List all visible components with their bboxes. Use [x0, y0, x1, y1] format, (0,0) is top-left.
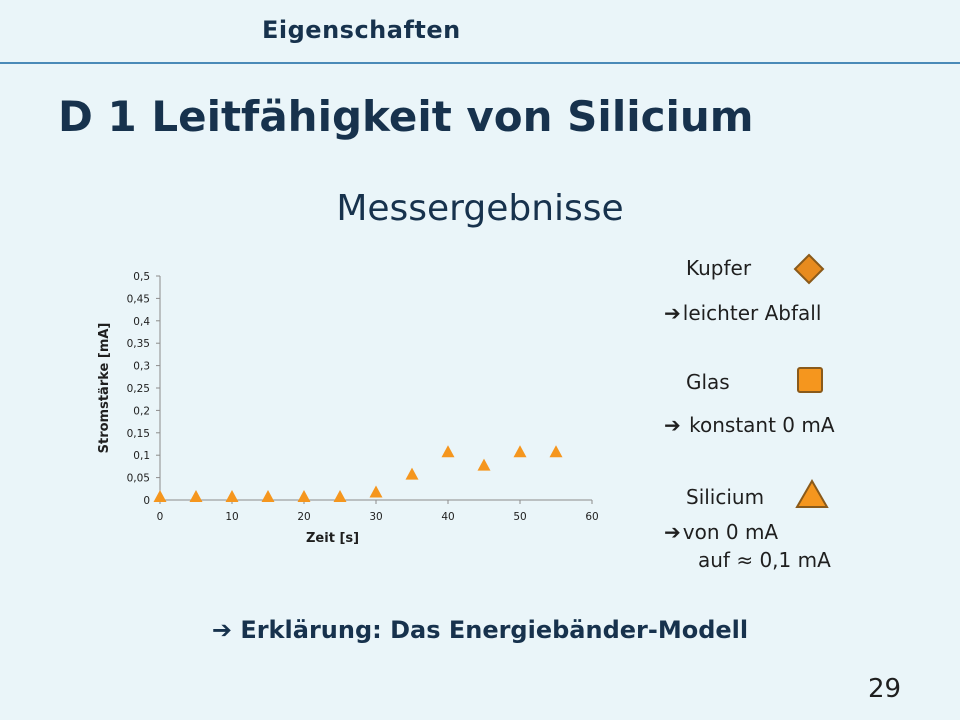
data-point	[369, 485, 383, 498]
arrow-right-icon: ➔	[664, 520, 681, 544]
data-point	[549, 445, 563, 458]
data-point	[189, 490, 203, 502]
y-tick-label: 0,45	[127, 293, 150, 305]
legend-silicium-note: ➔ von 0 mA	[664, 520, 778, 544]
legend-silicium-note-line2: auf ≈ 0,1 mA	[698, 548, 831, 572]
x-tick-labels: 0 10 20 30 40 50 60	[157, 511, 599, 523]
y-tick-label: 0,25	[127, 383, 150, 395]
explanation-text: Erklärung: Das Energiebänder-Modell	[240, 616, 749, 644]
legend-kupfer-note: ➔ leichter Abfall	[664, 301, 821, 325]
legend-glas-text: konstant 0 mA	[682, 413, 835, 437]
y-tick-label: 0,05	[127, 473, 150, 485]
header-bar: Eigenschaften	[0, 0, 960, 64]
arrow-right-icon: ➔	[211, 616, 232, 644]
legend-kupfer-label: Kupfer	[686, 256, 752, 280]
y-tick-labels: 0 0,05 0,1 0,15 0,2 0,25 0,3 0,35 0,4 0,45 0,5	[127, 271, 151, 507]
y-tick-label: 0,15	[127, 428, 150, 440]
data-point	[333, 490, 347, 502]
legend-glas-label: Glas	[686, 370, 730, 394]
data-points	[153, 445, 563, 502]
data-point	[153, 490, 167, 502]
legend-glas-note: ➔ konstant 0 mA	[664, 413, 835, 437]
data-point	[513, 445, 527, 458]
section-title: Eigenschaften	[262, 16, 461, 44]
legend-silicium-label: Silicium	[686, 485, 765, 509]
x-tick-label: 0	[157, 511, 164, 523]
data-point	[477, 458, 491, 471]
triangle-icon	[795, 478, 829, 508]
y-tick-label: 0,35	[127, 338, 150, 350]
x-tick-label: 60	[585, 511, 598, 523]
square-icon	[797, 367, 823, 393]
x-axis-label: Zeit [s]	[306, 531, 359, 546]
page-number: 29	[868, 674, 902, 704]
x-tick-label: 50	[513, 511, 526, 523]
y-tick-label: 0,4	[133, 316, 150, 328]
data-point	[225, 490, 239, 502]
data-point	[405, 467, 419, 480]
x-tick-label: 40	[441, 511, 454, 523]
legend-silicium-text: von 0 mA	[682, 520, 779, 544]
x-tick-label: 10	[225, 511, 238, 523]
slide-subtitle: Messergebnisse	[336, 188, 624, 229]
y-tick-label: 0,1	[133, 450, 150, 462]
y-tick-label: 0	[143, 495, 150, 507]
y-tick-label: 0,5	[133, 271, 150, 283]
current-time-chart: 0 0,05 0,1 0,15 0,2 0,25 0,3 0,35 0,4 0,45 0,5 0 10…	[97, 271, 599, 546]
y-axis-label: Stromstärke [mA]	[97, 323, 112, 454]
legend-kupfer-text: leichter Abfall	[682, 301, 822, 325]
x-tick-label: 20	[297, 511, 310, 523]
arrow-right-icon: ➔	[664, 413, 681, 437]
chart-axes	[156, 275, 593, 504]
y-tick-label: 0,2	[133, 405, 150, 417]
data-point	[297, 490, 311, 502]
y-tick-label: 0,3	[133, 361, 150, 373]
explanation-note: ➔ Erklärung: Das Energiebänder-Modell	[0, 616, 960, 644]
x-tick-label: 30	[369, 511, 382, 523]
diamond-icon	[793, 253, 825, 285]
data-point	[261, 490, 275, 502]
data-point	[441, 445, 455, 458]
arrow-right-icon: ➔	[664, 301, 681, 325]
slide-title: D 1 Leitfähigkeit von Silicium	[58, 92, 754, 141]
